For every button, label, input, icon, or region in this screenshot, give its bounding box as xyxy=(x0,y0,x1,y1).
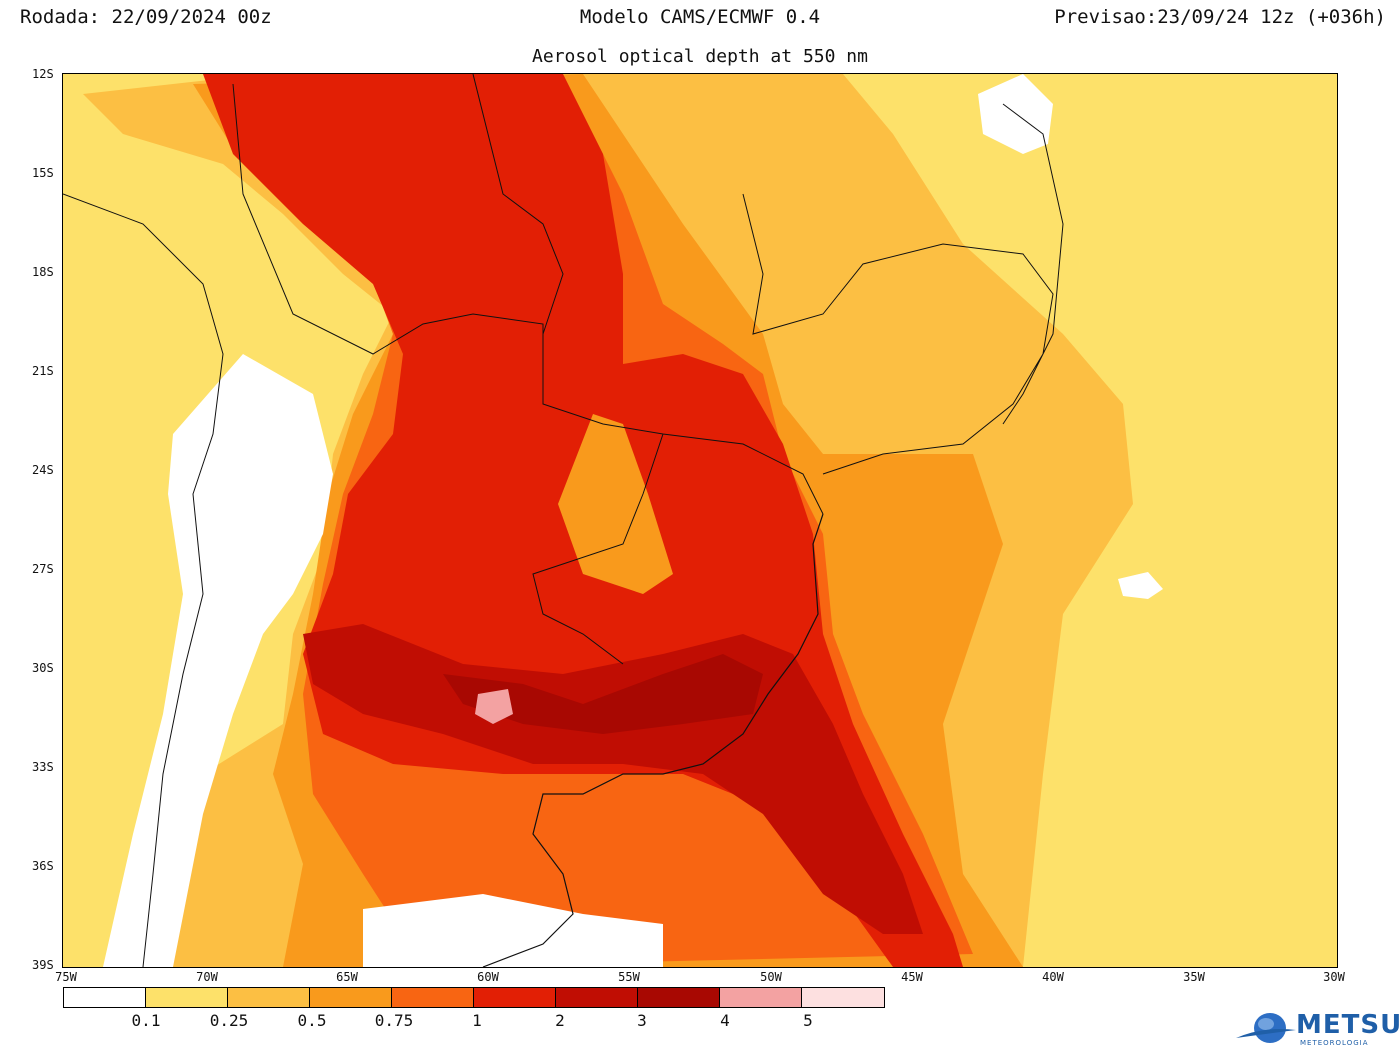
legend-swatch xyxy=(146,988,228,1007)
lat-label: 12S xyxy=(32,67,54,81)
legend-swatch xyxy=(720,988,802,1007)
legend-label: 0.25 xyxy=(209,1011,249,1030)
lat-label: 33S xyxy=(32,760,54,774)
coastline xyxy=(482,513,824,967)
border-lines xyxy=(63,74,1064,967)
lon-label: 70W xyxy=(196,970,218,984)
color-legend xyxy=(63,987,885,1008)
model-title: Modelo CAMS/ECMWF 0.4 xyxy=(579,6,821,28)
lat-label: 30S xyxy=(32,661,54,675)
lon-label: 55W xyxy=(618,970,640,984)
contour-white-south xyxy=(363,894,663,967)
lon-label: 40W xyxy=(1042,970,1064,984)
legend-swatch xyxy=(474,988,556,1007)
lon-label: 30W xyxy=(1323,970,1345,984)
lat-label: 27S xyxy=(32,562,54,576)
legend-swatch xyxy=(64,988,146,1007)
legend-label: 0.75 xyxy=(374,1011,414,1030)
contour-2 xyxy=(303,624,923,934)
legend-label: 3 xyxy=(637,1011,647,1030)
contour-3 xyxy=(443,654,763,734)
contour-white-atl xyxy=(1118,572,1163,599)
legend-label: 0.1 xyxy=(131,1011,161,1030)
legend-label: 4 xyxy=(720,1011,730,1030)
lon-label: 75W xyxy=(55,970,77,984)
aod-map xyxy=(62,73,1338,968)
contour-4 xyxy=(475,689,513,724)
lon-label: 65W xyxy=(336,970,358,984)
lon-label: 45W xyxy=(901,970,923,984)
lat-label: 24S xyxy=(32,463,54,477)
lon-label: 60W xyxy=(477,970,499,984)
legend-label: 2 xyxy=(555,1011,565,1030)
legend-swatch xyxy=(802,988,884,1007)
legend-swatch xyxy=(556,988,638,1007)
map-subtitle: Aerosol optical depth at 550 nm xyxy=(532,46,868,67)
forecast-time-label: Previsao:23/09/24 12z (+036h) xyxy=(1054,6,1386,28)
logo-subtext: METEOROLOGIA xyxy=(1300,1039,1369,1047)
contour-white-ne xyxy=(978,74,1053,154)
metsul-logo: METSUL METEOROLOGIA xyxy=(1234,1008,1400,1050)
legend-label: 0.5 xyxy=(297,1011,327,1030)
lat-label: 15S xyxy=(32,166,54,180)
globe-icon xyxy=(1236,1013,1296,1043)
logo-text: METSUL xyxy=(1296,1010,1400,1040)
contour-notch xyxy=(558,414,673,594)
legend-swatch xyxy=(310,988,392,1007)
lat-label: 39S xyxy=(32,958,54,972)
legend-swatch xyxy=(392,988,474,1007)
legend-label: 5 xyxy=(803,1011,813,1030)
run-date-label: Rodada: 22/09/2024 00z xyxy=(20,6,272,28)
lat-label: 36S xyxy=(32,859,54,873)
legend-label: 1 xyxy=(472,1011,482,1030)
contour-white-andes xyxy=(103,354,333,967)
lon-label: 50W xyxy=(760,970,782,984)
legend-swatch xyxy=(638,988,720,1007)
aod-field xyxy=(63,74,1337,967)
legend-swatch xyxy=(228,988,310,1007)
lat-label: 18S xyxy=(32,265,54,279)
lat-label: 21S xyxy=(32,364,54,378)
lon-label: 35W xyxy=(1183,970,1205,984)
